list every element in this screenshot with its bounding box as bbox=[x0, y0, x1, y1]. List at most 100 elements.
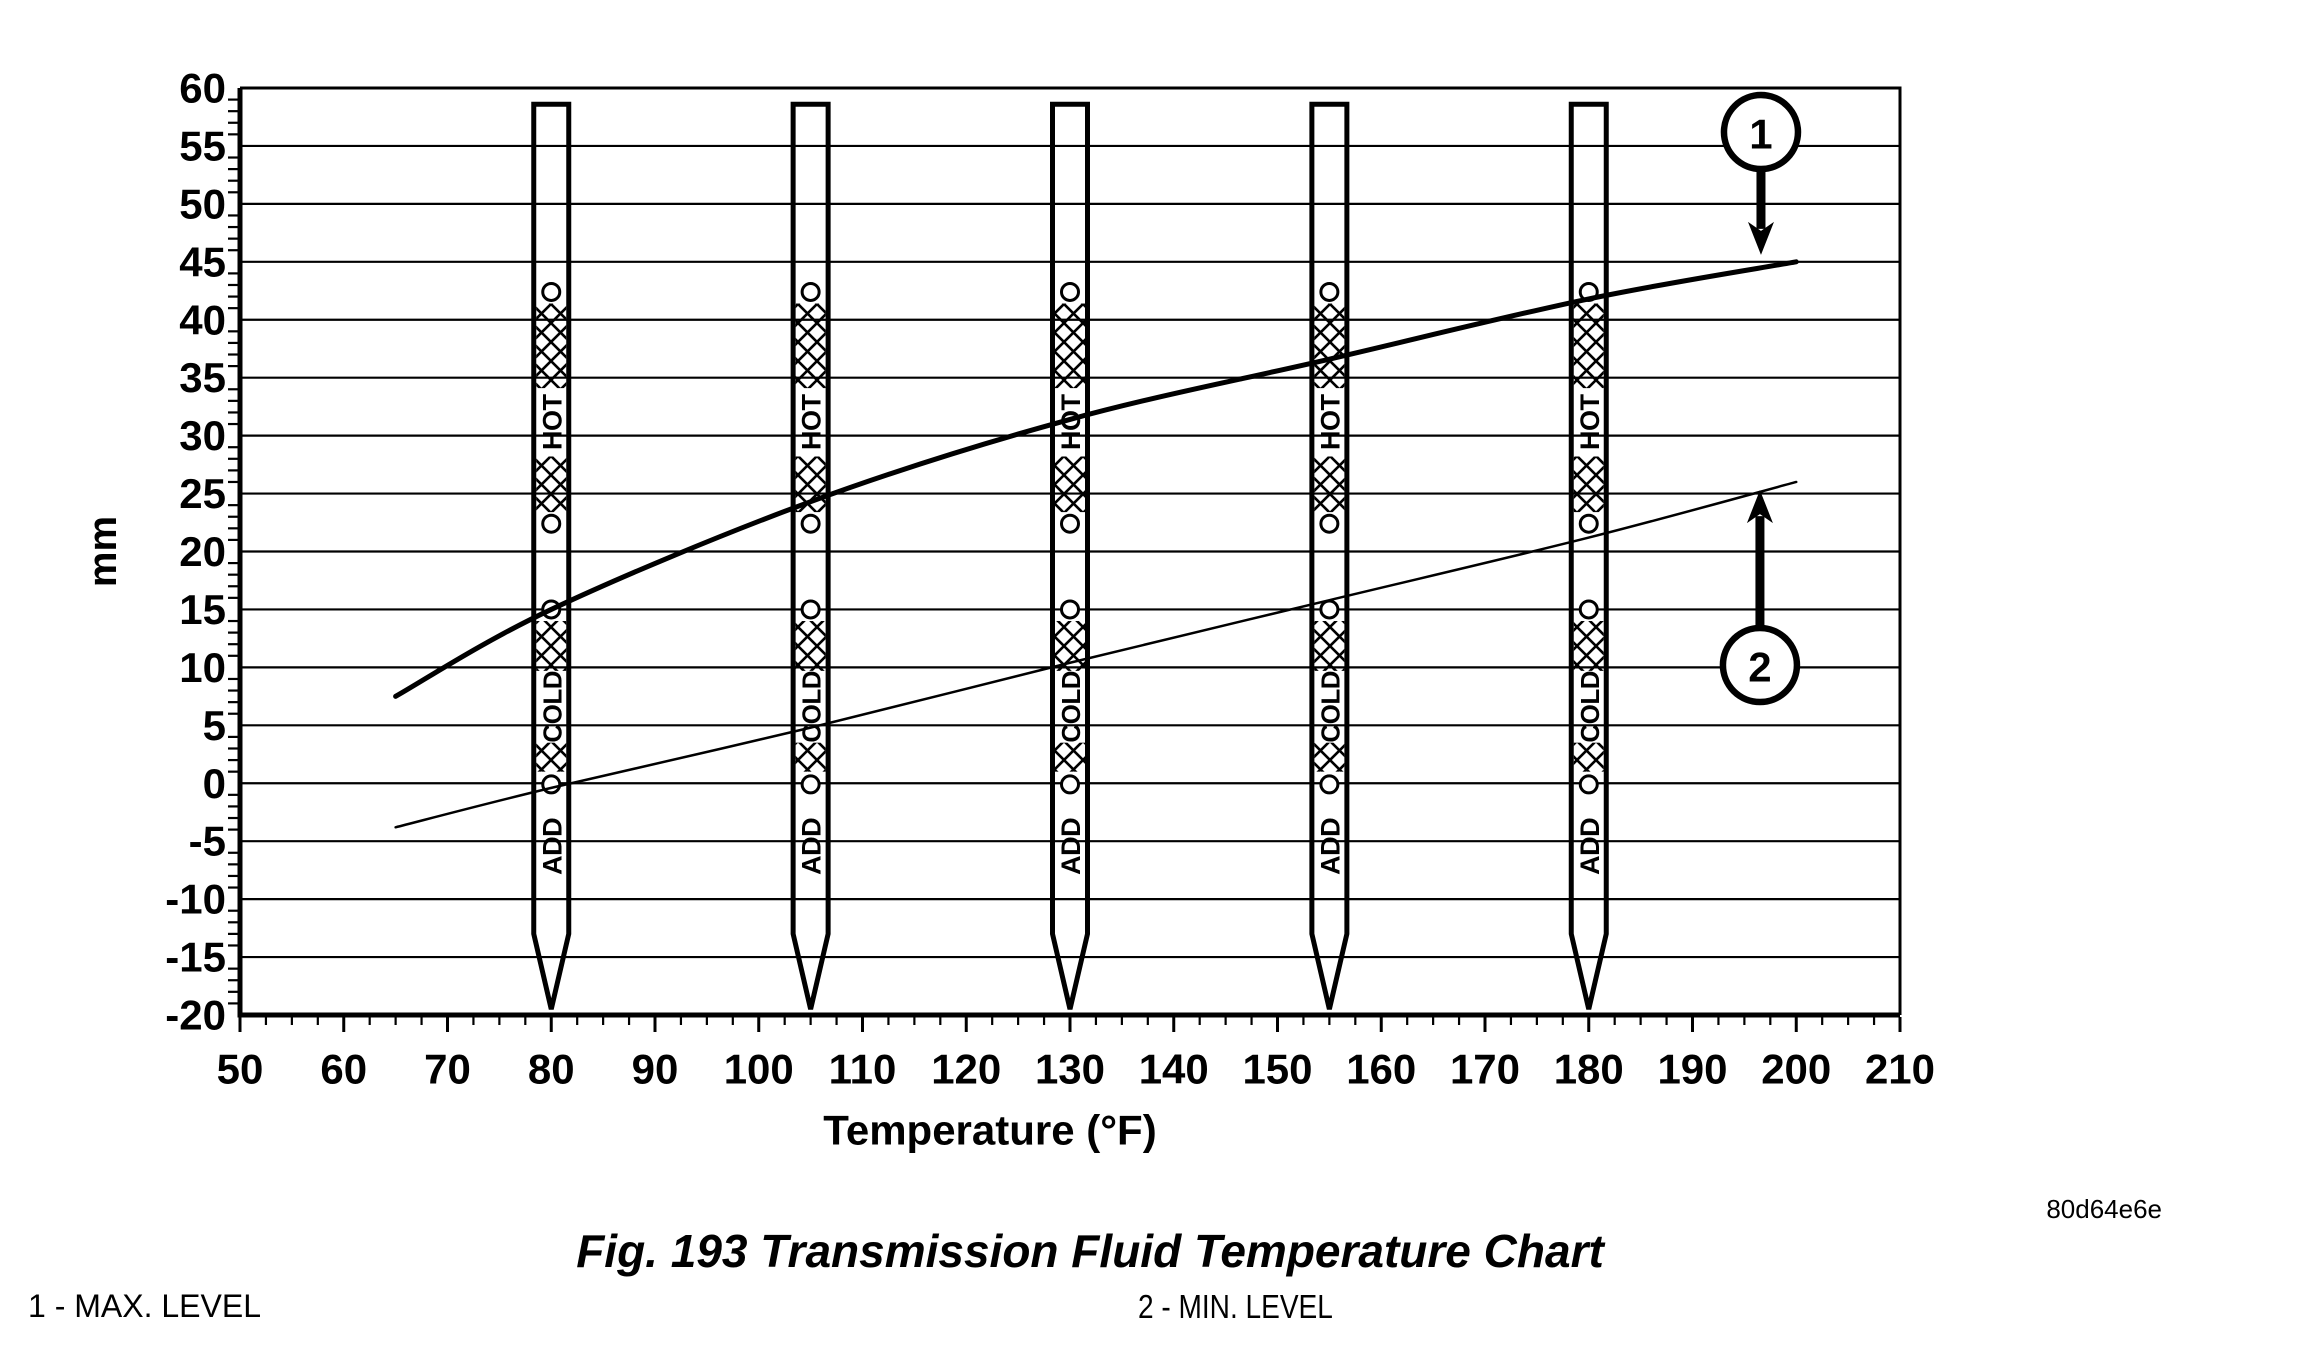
x-tick-label-110: 110 bbox=[829, 1046, 897, 1093]
dipstick-hole bbox=[1319, 281, 1340, 302]
crosshatch-band bbox=[536, 456, 567, 513]
zone-label-add: ADD bbox=[797, 818, 827, 875]
dipstick-hole bbox=[1319, 513, 1340, 534]
x-tick-label-60: 60 bbox=[320, 1046, 367, 1093]
dipstick-hole bbox=[1060, 599, 1080, 620]
y-tick-label--20: -20 bbox=[165, 992, 226, 1039]
crosshatch-band bbox=[1314, 303, 1345, 389]
y-tick-label-20: 20 bbox=[179, 528, 226, 575]
dipstick-hole bbox=[800, 513, 821, 534]
x-tick-label-210: 210 bbox=[1865, 1046, 1935, 1093]
y-tick-label-5: 5 bbox=[203, 702, 226, 749]
curve-min-level bbox=[394, 480, 1798, 829]
dipstick-105f: HOT COLD ADD bbox=[795, 281, 827, 875]
y-tick-label-15: 15 bbox=[179, 586, 226, 633]
crosshatch-band bbox=[1573, 742, 1604, 772]
dipstick-hole bbox=[1319, 774, 1340, 795]
crosshatch-band bbox=[795, 742, 826, 772]
zone-label-cold: COLD bbox=[537, 671, 567, 743]
zone-label-hot: HOT bbox=[1315, 394, 1345, 451]
zone-label-add: ADD bbox=[537, 818, 567, 875]
x-tick-label-140: 140 bbox=[1139, 1046, 1209, 1093]
crosshatch-band bbox=[1573, 621, 1604, 671]
x-tick-label-70: 70 bbox=[424, 1046, 471, 1093]
zone-label-add: ADD bbox=[1056, 818, 1086, 875]
zone-label-add: ADD bbox=[1315, 818, 1345, 875]
callout-arrowhead-up bbox=[1746, 490, 1773, 524]
zone-label-cold: COLD bbox=[1575, 671, 1605, 743]
x-tick-label-200: 200 bbox=[1761, 1046, 1831, 1093]
y-tick-label-50: 50 bbox=[179, 180, 226, 227]
y-tick-label-10: 10 bbox=[179, 644, 226, 691]
y-tick-label-35: 35 bbox=[179, 354, 226, 401]
crosshatch-band bbox=[1314, 742, 1345, 772]
crosshatch-band bbox=[1573, 303, 1604, 389]
dipstick-hole bbox=[800, 599, 821, 620]
legend-max-level: 1 - MAX. LEVEL bbox=[28, 1288, 261, 1324]
dipstick-hole bbox=[1060, 281, 1080, 302]
legend-min-level: 2 - MIN. LEVEL bbox=[1138, 1288, 1333, 1325]
x-tick-label-50: 50 bbox=[217, 1046, 264, 1093]
zone-label-cold: COLD bbox=[1056, 671, 1086, 743]
y-tick-label--10: -10 bbox=[165, 876, 226, 923]
callout-1: 1 bbox=[1720, 91, 1802, 255]
zone-label-hot: HOT bbox=[1575, 394, 1605, 451]
crosshatch-band bbox=[795, 621, 826, 671]
crosshatch-band bbox=[536, 303, 567, 389]
x-tick-label-120: 120 bbox=[931, 1046, 1001, 1093]
callout-circle bbox=[1719, 624, 1801, 706]
level-curves bbox=[393, 259, 1799, 829]
x-tick-label-80: 80 bbox=[528, 1046, 575, 1093]
callout-2: 2 bbox=[1719, 490, 1801, 706]
x-tick-label-180: 180 bbox=[1554, 1046, 1624, 1093]
x-tick-label-90: 90 bbox=[632, 1046, 679, 1093]
y-tick-label-55: 55 bbox=[179, 122, 226, 169]
crosshatch-band bbox=[795, 303, 826, 389]
y-tick-label-30: 30 bbox=[179, 412, 226, 459]
dipstick-hole bbox=[1060, 513, 1080, 534]
curve-max-level bbox=[393, 259, 1799, 699]
plot-border-top-right bbox=[240, 86, 1902, 1015]
crosshatch-band bbox=[1055, 303, 1085, 389]
dipstick-155f: HOT COLD ADD bbox=[1314, 281, 1345, 875]
dipstick-hole bbox=[541, 281, 562, 302]
dipstick-markings: HOT COLD ADD HOT COLD ADD HOT COLD ADD HOT COLD ADD… bbox=[536, 281, 1605, 875]
x-tick-label-130: 130 bbox=[1035, 1046, 1105, 1093]
callout-number: 2 bbox=[1748, 644, 1771, 691]
dipstick-hole bbox=[1060, 774, 1080, 795]
y-tick-label-60: 60 bbox=[179, 65, 226, 112]
x-tick-label-190: 190 bbox=[1657, 1046, 1727, 1093]
callouts: 12 bbox=[1719, 91, 1802, 706]
y-tick-label-25: 25 bbox=[179, 470, 226, 517]
zone-label-hot: HOT bbox=[537, 394, 567, 451]
y-tick-label-0: 0 bbox=[203, 760, 226, 807]
zone-label-hot: HOT bbox=[797, 394, 827, 451]
dipstick-hole bbox=[800, 774, 821, 795]
y-tick-label-45: 45 bbox=[179, 238, 226, 285]
x-axis-title: Temperature (°F) bbox=[823, 1107, 1156, 1154]
y-tick-label-40: 40 bbox=[179, 296, 226, 343]
figure-caption: Fig. 193 Transmission Fluid Temperature … bbox=[576, 1225, 1604, 1277]
callout-arrowhead-down bbox=[1747, 221, 1774, 255]
zone-label-cold: COLD bbox=[1315, 671, 1345, 743]
x-tick-label-100: 100 bbox=[724, 1046, 794, 1093]
callout-number: 1 bbox=[1749, 111, 1772, 158]
zone-label-add: ADD bbox=[1575, 818, 1605, 875]
y-axis-title: mm bbox=[81, 516, 125, 587]
y-tick-label--5: -5 bbox=[189, 818, 226, 865]
zone-label-cold: COLD bbox=[797, 671, 827, 743]
dipstick-hole bbox=[1578, 774, 1599, 795]
crosshatch-band bbox=[1573, 456, 1604, 513]
crosshatch-band bbox=[1314, 456, 1345, 513]
x-tick-label-170: 170 bbox=[1450, 1046, 1520, 1093]
plot-border-left-bottom bbox=[237, 88, 1900, 1018]
dipstick-hole bbox=[1319, 599, 1340, 620]
y-tick-label--15: -15 bbox=[165, 934, 226, 981]
crosshatch-band bbox=[1055, 456, 1085, 513]
dipstick-hole bbox=[1578, 599, 1599, 620]
callout-circle bbox=[1720, 91, 1802, 173]
reference-code: 80d64e6e bbox=[2046, 1194, 2162, 1224]
dipstick-hole bbox=[1578, 513, 1599, 534]
